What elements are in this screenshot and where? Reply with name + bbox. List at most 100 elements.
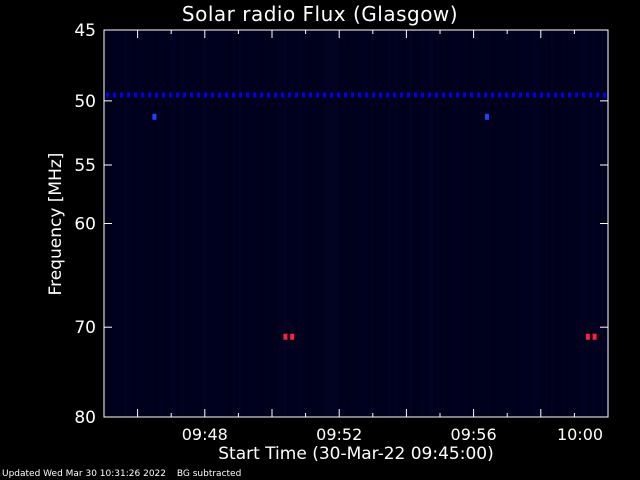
noise-streak [311,30,313,417]
band-dot [106,92,109,98]
updated-timestamp: Updated Wed Mar 30 10:31:26 2022 [2,469,166,479]
noise-streak [155,30,157,417]
band-dot [400,92,403,98]
x-tick-label: 10:00 [557,425,603,444]
band-dot [232,92,235,98]
noise-streak [188,30,190,417]
noise-streak [362,30,364,417]
band-dot [337,92,340,98]
noise-streak [437,30,439,417]
emission-spot [290,333,295,340]
noise-streak [308,30,310,417]
noise-streak [590,30,592,417]
band-dot [449,92,452,98]
noise-streak [404,30,406,417]
band-dot [246,92,249,98]
noise-streak [164,30,166,417]
y-tick-label: 70 [74,318,96,338]
band-dot [351,92,354,98]
x-tick-label: 09:56 [451,425,497,444]
noise-streak [161,30,163,417]
noise-streak [419,30,421,417]
emission-spots [152,113,597,340]
noise-streak [200,30,202,417]
band-dot [442,92,445,98]
noise-streak [215,30,217,417]
noise-streak [209,30,211,417]
noise-streak [464,30,466,417]
noise-streak [425,30,427,417]
noise-streak [494,30,496,417]
x-tick-label: 09:48 [182,425,228,444]
band-dot [470,92,473,98]
emission-spot [152,113,157,120]
emission-spot [585,333,590,340]
noise-streak [227,30,229,417]
noise-streak [401,30,403,417]
noise-streak [119,30,121,417]
band-dot [428,92,431,98]
noise-streak [212,30,214,417]
noise-streak [497,30,499,417]
band-dot [197,92,200,98]
noise-streak [242,30,244,417]
noise-streak [194,30,196,417]
noise-streak [314,30,316,417]
noise-streak [521,30,523,417]
band-dot [309,92,312,98]
noise-streak [266,30,268,417]
noise-streak [554,30,556,417]
band-dot [414,92,417,98]
noise-streak [338,30,340,417]
noise-streak [416,30,418,417]
noise-streak [368,30,370,417]
noise-streak [422,30,424,417]
y-tick-label: 60 [74,215,96,235]
noise-streak [260,30,262,417]
noise-streak [221,30,223,417]
noise-streak [431,30,433,417]
band-dot [141,92,144,98]
y-tick-label: 45 [74,21,96,41]
band-dot [407,92,410,98]
footer: Updated Wed Mar 30 10:31:26 2022 BG subt… [2,469,241,479]
band-dot [547,92,550,98]
noise-streak [593,30,595,417]
noise-streak [236,30,238,417]
noise-streak [587,30,589,417]
noise-streak [392,30,394,417]
noise-streak [302,30,304,417]
noise-streak [152,30,154,417]
noise-streak [341,30,343,417]
noise-streak [158,30,160,417]
emission-spot [283,333,288,340]
y-axis-ticks: 45 50 55 60 70 80 [74,21,608,428]
band-dot [169,92,172,98]
band-dot [372,92,375,98]
noise-streak [506,30,508,417]
noise-streak [350,30,352,417]
noise-streak [482,30,484,417]
noise-streak [512,30,514,417]
noise-streak [191,30,193,417]
noise-streak [449,30,451,417]
noise-streak [386,30,388,417]
noise-streak [461,30,463,417]
band-dot [582,92,585,98]
noise-streak [524,30,526,417]
interference-band [106,92,606,98]
band-dot [253,92,256,98]
band-dot [302,92,305,98]
band-dot [281,92,284,98]
noise-streak [446,30,448,417]
noise-streak [374,30,376,417]
noise-streak [257,30,259,417]
noise-streak [323,30,325,417]
noise-streak [182,30,184,417]
noise-streak [305,30,307,417]
noise-streak [224,30,226,417]
band-dot [477,92,480,98]
noise-streak [566,30,568,417]
band-dot [561,92,564,98]
band-dot [505,92,508,98]
